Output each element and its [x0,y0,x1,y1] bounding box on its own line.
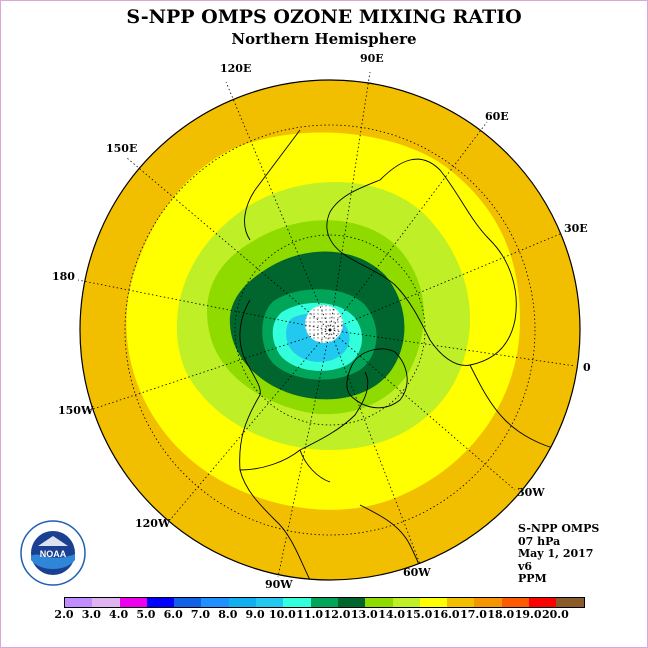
info-product: S-NPP OMPS [518,522,600,535]
colorbar-segment [146,598,175,607]
meridian-120w [169,329,331,521]
colorbar-tick-label: 19.0 [514,608,542,621]
lon-label-90w: 90W [265,578,293,591]
colorbar-tick-label: 8.0 [218,608,238,621]
colorbar-tick-label: 15.0 [405,608,433,621]
colorbar [64,597,585,608]
info-version: v6 [518,559,533,573]
ozone-field [80,80,580,580]
meridian-30w [329,329,516,491]
colorbar-segment [501,598,530,607]
colorbar-segment [529,598,557,607]
colorbar-tick-label: 13.0 [350,608,378,621]
colorbar-tick-label: 16.0 [432,608,460,621]
colorbar-ticks: 2.0 3.0 4.0 5.0 6.0 7.0 8.0 9.0 10.0 11.0 12.0 13.0… [54,608,584,622]
colorbar-segment [419,598,448,607]
lon-label-0: 0 [583,361,591,374]
colorbar-tick-label: 14.0 [378,608,405,621]
lon-label-120w: 120W [135,517,171,530]
colorbar-segment [119,598,147,607]
colorbar-tick-label: 4.0 [109,608,129,621]
colorbar-segment [556,598,584,607]
asia-pacific-coast [244,129,301,241]
colorbar-tick-label: 11.0 [296,608,324,621]
lon-label-150e: 150E [106,142,137,155]
colorbar-segment [447,598,475,607]
colorbar-tick-label: 12.0 [323,608,351,621]
info-units: PPM [518,572,547,585]
colorbar-segment [474,598,502,607]
colorbar-tick-label: 17.0 [460,608,487,621]
colorbar-segment [392,598,420,607]
product-info: S-NPP OMPS 07 hPa May 1, 2017 v6 PPM [518,522,600,586]
land-outlines [239,129,580,580]
meridian-60w [329,329,421,565]
lon-label-60e: 60E [485,110,509,123]
colorbar-segment [365,598,393,607]
colorbar-tick-label: 2.0 [54,608,74,621]
colorbar-tick-label: 5.0 [136,608,156,621]
colorbar-tick-label: 3.0 [81,608,101,621]
colorbar-tick-label: 7.0 [190,608,211,621]
graticule [77,71,576,578]
lon-label-120e: 120E [220,62,251,75]
colorbar-segment [283,598,311,607]
page-subtitle: Northern Hemisphere [231,30,417,48]
info-date: May 1, 2017 [518,547,594,560]
colorbar-tick-label: 10.0 [268,608,296,621]
page-title: S-NPP OMPS OZONE MIXING RATIO [126,6,522,28]
lon-label-30w: 30W [517,486,545,499]
lon-label-60w: 60W [403,566,431,579]
colorbar-segment [92,598,120,607]
colorbar-tick-label: 6.0 [163,608,183,621]
colorbar-tick-label: 9.0 [245,608,265,621]
eurasia-coast [326,158,517,366]
map-disc-border [79,79,581,581]
north-america-coast [239,371,369,580]
meridian-30e [329,233,561,331]
meridian-180 [77,279,331,331]
colorbar-tick-label: 20.0 [541,608,569,621]
noaa-logo-text: NOAA [40,549,67,559]
meridian-60e [329,121,488,331]
colorbar-segment [310,598,338,607]
lon-label-30e: 30E [564,222,588,235]
noaa-logo: NOAA [20,520,86,586]
lon-label-90e: 90E [360,52,384,65]
colorbar-segment [228,598,257,607]
latitude-circle-60n [234,234,426,426]
alaska-coast [239,299,261,396]
meridian-120e [225,81,331,331]
colorbar-segment [65,598,93,607]
meridian-0 [329,329,576,367]
meridian-150e [126,157,331,331]
colorbar-segment [174,598,202,607]
info-level: 07 hPa [518,534,561,548]
colorbar-segment [256,598,284,607]
colorbar-tick-label: 18.0 [487,608,515,621]
colorbar-segment [337,598,366,607]
longitude-labels: 90E 60E 30E 0 30W 60W 90W 120W 150W 180 … [52,52,591,591]
latitude-circle-30n [124,124,536,536]
lon-label-150w: 150W [58,404,94,417]
lon-label-180: 180 [52,270,75,283]
colorbar-segment [201,598,229,607]
